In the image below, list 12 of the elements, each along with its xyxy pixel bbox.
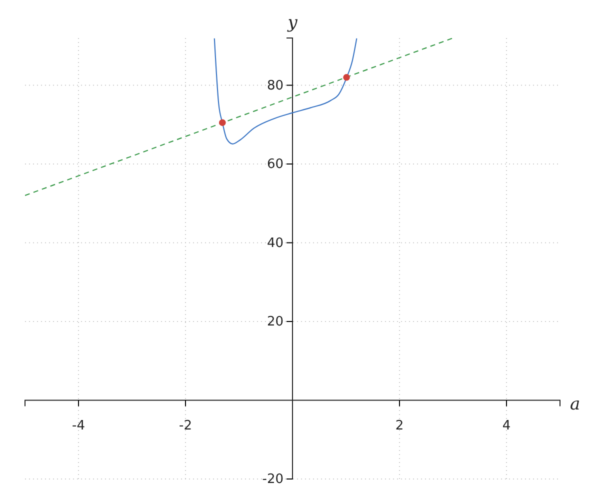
x-tick-label: -2 xyxy=(179,418,192,434)
y-tick-label: 40 xyxy=(266,236,284,251)
x-tick-label: 4 xyxy=(502,418,511,434)
y-tick-label: 20 xyxy=(266,314,284,330)
x-tick-label: 2 xyxy=(395,418,404,434)
y-tick-label: 80 xyxy=(266,78,284,94)
y-axis-title: y xyxy=(286,13,298,33)
x-axis-title: a xyxy=(570,394,580,414)
x-tick-label: -4 xyxy=(72,418,85,434)
y-tick-label: 60 xyxy=(266,157,284,172)
line-series xyxy=(214,38,358,144)
y-tick-label: -20 xyxy=(262,472,284,488)
